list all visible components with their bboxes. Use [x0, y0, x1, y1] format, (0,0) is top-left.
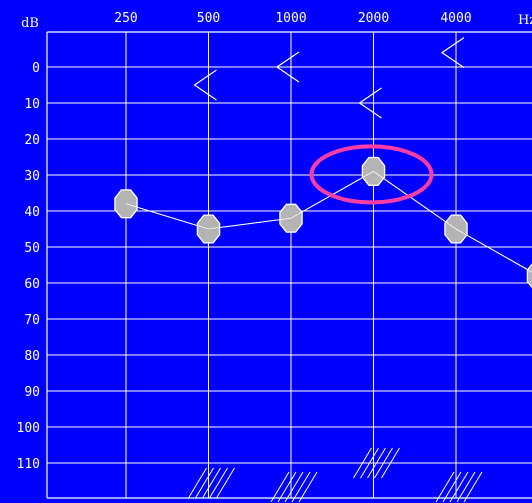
highlight-annotation	[309, 144, 434, 205]
hatch-stroke	[381, 447, 400, 479]
series-lines	[125, 170, 532, 273]
y-tick-label: 110	[17, 457, 40, 472]
hatch-stroke	[463, 471, 483, 503]
series-line	[125, 170, 532, 273]
hatch-stroke	[195, 467, 214, 499]
series-markers	[114, 156, 532, 289]
masking-hatch	[270, 471, 318, 503]
hatch-stroke	[353, 447, 372, 479]
hatch-stroke	[202, 467, 221, 499]
hatch-stroke	[360, 447, 379, 479]
masking-hatch	[188, 467, 235, 499]
y-tick-label: 80	[24, 349, 40, 364]
y-tick-label: 100	[17, 421, 40, 436]
hatch-stroke	[435, 471, 455, 503]
x-tick-label: 250	[114, 11, 137, 26]
grid-lines	[46, 31, 532, 499]
bone-conduction-caret	[440, 37, 465, 69]
highlight-ellipse	[309, 144, 434, 205]
series-line-overlay	[125, 170, 532, 273]
y-tick-label: 30	[24, 169, 40, 184]
hatch-stroke	[291, 471, 311, 503]
y-tick-label: 90	[24, 385, 40, 400]
y-axis-unit-label: dB	[21, 16, 39, 31]
x-axis-unit-label: Hz	[518, 13, 532, 28]
masking-hatch	[353, 447, 400, 479]
y-tick-label: 50	[24, 241, 40, 256]
bone-conduction-markers	[193, 37, 465, 119]
hatch-stroke	[298, 471, 318, 503]
data-point-marker	[526, 263, 532, 289]
bone-conduction-caret	[358, 87, 382, 119]
hatch-stroke	[277, 471, 297, 503]
x-tick-label: 4000	[440, 11, 471, 26]
hatch-stroke	[442, 471, 462, 503]
x-tick-label: 500	[197, 11, 220, 26]
hatch-stroke	[270, 471, 290, 503]
bone-conduction-caret	[193, 69, 217, 101]
y-tick-label: 40	[24, 205, 40, 220]
bone-conduction-caret	[275, 51, 300, 83]
hatch-stroke	[374, 447, 393, 479]
data-point-marker	[114, 189, 138, 219]
masking-hatch	[435, 471, 483, 503]
y-tick-label: 70	[24, 313, 40, 328]
hatch-stroke	[188, 467, 207, 499]
x-tick-label: 2000	[358, 11, 389, 26]
y-tick-label: 60	[24, 277, 40, 292]
masking-hatches	[188, 447, 483, 503]
hatch-stroke	[284, 471, 304, 503]
hatch-stroke	[209, 467, 228, 499]
x-tick-label: 1000	[275, 11, 306, 26]
hatch-stroke	[449, 471, 469, 503]
y-tick-labels: 0 10 20 30 40 50 60 70 80 90 100 110	[17, 61, 40, 472]
y-tick-label: 20	[24, 133, 40, 148]
y-tick-label: 10	[24, 97, 40, 112]
y-tick-label: 0	[32, 61, 40, 76]
hatch-stroke	[456, 471, 476, 503]
x-tick-labels: 250 500 1000 2000 4000	[114, 11, 471, 26]
hatch-stroke	[367, 447, 386, 479]
hatch-stroke	[216, 467, 235, 499]
